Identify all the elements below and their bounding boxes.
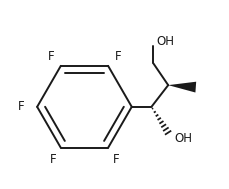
- Text: F: F: [49, 153, 56, 166]
- Text: F: F: [18, 100, 25, 113]
- Text: OH: OH: [173, 132, 191, 145]
- Text: OH: OH: [155, 35, 174, 48]
- Text: F: F: [47, 50, 54, 63]
- Text: F: F: [112, 153, 119, 166]
- Text: F: F: [114, 50, 121, 63]
- Polygon shape: [167, 82, 195, 93]
